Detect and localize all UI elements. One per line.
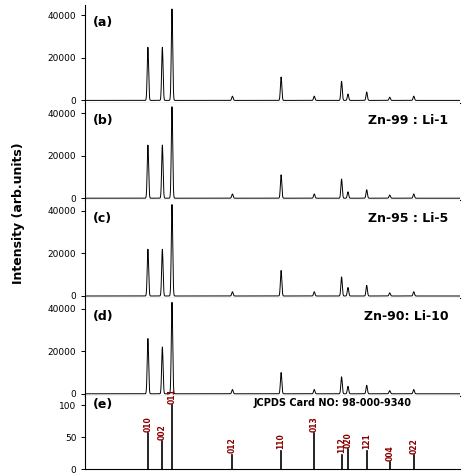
Text: (a): (a) [93,17,113,29]
Text: (e): (e) [93,398,113,411]
Text: 013: 013 [310,416,319,432]
Text: 004: 004 [385,445,394,461]
Text: 110: 110 [277,434,286,449]
Text: JCPDS Card NO: 98-000-9340: JCPDS Card NO: 98-000-9340 [254,398,412,408]
Text: 002: 002 [158,424,167,440]
Text: Zn-90: Li-10: Zn-90: Li-10 [364,310,448,323]
Text: 022: 022 [409,438,418,454]
Text: Intensity (arb.units): Intensity (arb.units) [12,143,26,284]
Text: 112: 112 [337,438,346,453]
Text: (b): (b) [93,114,113,127]
Text: 010: 010 [144,416,153,432]
Text: 011: 011 [167,389,176,404]
Text: Zn-95 : Li-5: Zn-95 : Li-5 [368,212,448,225]
Text: Zn-99 : Li-1: Zn-99 : Li-1 [368,114,448,127]
Text: (d): (d) [93,310,113,323]
Text: (c): (c) [93,212,112,225]
Text: 121: 121 [362,434,371,449]
Text: 012: 012 [228,438,237,453]
Text: 020: 020 [344,432,353,447]
